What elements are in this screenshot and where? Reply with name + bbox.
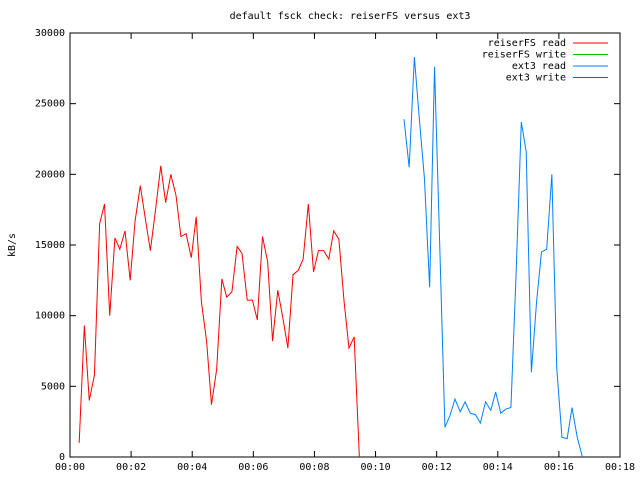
y-tick-label: 15000 <box>35 240 65 251</box>
x-tick-label: 00:10 <box>361 462 391 473</box>
x-tick-label: 00:06 <box>238 462 268 473</box>
x-tick-label: 00:08 <box>299 462 329 473</box>
data-line <box>78 165 360 458</box>
legend-label: reiserFS write <box>482 50 566 61</box>
x-tick-label: 00:14 <box>483 462 513 473</box>
x-tick-label: 00:16 <box>544 462 574 473</box>
y-tick-label: 20000 <box>35 169 65 180</box>
legend-label: reiserFS read <box>488 38 566 49</box>
x-tick-label: 00:00 <box>55 462 85 473</box>
y-axis-label: kB/s <box>7 233 18 257</box>
y-tick-label: 5000 <box>41 381 65 392</box>
chart-title: default fsck check: reiserFS versus ext3 <box>230 11 471 22</box>
y-tick-label: 0 <box>59 452 65 463</box>
y-tick-label: 10000 <box>35 311 65 322</box>
x-tick-label: 00:18 <box>605 462 635 473</box>
data-line <box>403 56 583 458</box>
x-tick-label: 00:04 <box>177 462 207 473</box>
y-tick-label: 30000 <box>35 28 65 39</box>
legend-label: ext3 write <box>506 73 566 84</box>
x-tick-label: 00:02 <box>116 462 146 473</box>
y-tick-label: 25000 <box>35 99 65 110</box>
x-tick-label: 00:12 <box>422 462 452 473</box>
legend-label: ext3 read <box>512 61 566 72</box>
